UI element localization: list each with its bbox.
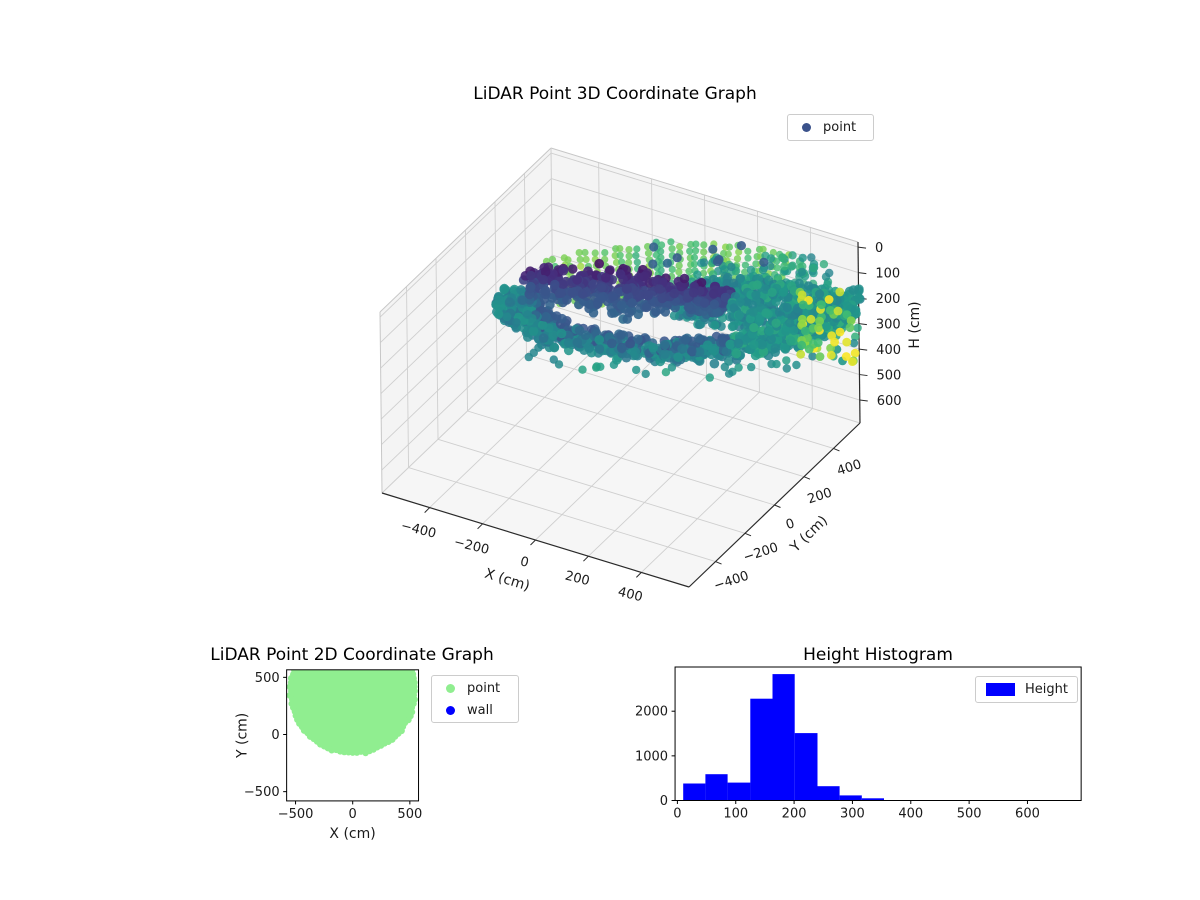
plot3d-zlabel: H (cm) (907, 301, 923, 348)
legend-2d: point wall (431, 675, 519, 723)
svg-text:200: 200 (806, 485, 834, 507)
svg-text:400: 400 (898, 807, 923, 822)
svg-text:500: 500 (876, 369, 901, 384)
svg-text:0: 0 (784, 516, 797, 533)
plot2d-ylabel: Y (cm) (235, 713, 251, 759)
plot3d-ylabel: Y (cm) (787, 513, 831, 557)
svg-text:600: 600 (1015, 807, 1040, 822)
plot2d-title: LiDAR Point 2D Coordinate Graph (210, 645, 494, 665)
legend-2d-item-point: point (440, 677, 510, 699)
wall-marker-icon (446, 705, 455, 715)
legend-2d-wall-label: wall (467, 702, 493, 718)
hist-bars (683, 674, 907, 801)
legend-3d-point-label: point (823, 120, 857, 135)
svg-text:0: 0 (349, 807, 357, 822)
svg-text:1000: 1000 (635, 749, 668, 764)
legend-3d-item-point: point (796, 117, 865, 139)
svg-text:2000: 2000 (635, 705, 668, 720)
svg-text:400: 400 (616, 585, 644, 606)
hist-title: Height Histogram (803, 645, 953, 665)
hist-axes (671, 666, 1082, 804)
svg-text:0: 0 (875, 241, 883, 256)
svg-text:400: 400 (876, 343, 901, 358)
svg-text:−500: −500 (278, 807, 314, 822)
svg-text:0: 0 (271, 728, 279, 743)
svg-text:−400: −400 (399, 519, 437, 542)
point2d-marker-icon (446, 683, 455, 693)
svg-text:600: 600 (877, 394, 902, 409)
svg-text:−500: −500 (244, 785, 280, 800)
svg-text:100: 100 (875, 267, 900, 282)
legend-hist-item-height: Height (984, 679, 1069, 701)
legend-hist-height-label: Height (1025, 682, 1068, 697)
svg-text:−200: −200 (452, 535, 490, 558)
plot2d-scatter (286, 669, 418, 757)
svg-text:200: 200 (876, 292, 901, 307)
svg-text:−200: −200 (742, 540, 781, 565)
point-marker-icon (802, 123, 811, 132)
svg-text:500: 500 (255, 671, 280, 686)
svg-text:−400: −400 (712, 569, 751, 594)
legend-2d-point-label: point (467, 680, 501, 696)
plot2d-xlabel: X (cm) (329, 826, 375, 842)
plot3d-scatter (491, 238, 865, 382)
hist-labels: 0 100 200 300 400 500 600 0 1000 2000 (635, 705, 1040, 822)
legend-2d-item-wall: wall (440, 699, 510, 721)
height-patch-icon (986, 683, 1015, 696)
svg-text:0: 0 (660, 794, 668, 809)
plot3d-axes (379, 147, 868, 588)
svg-text:0: 0 (519, 554, 531, 571)
svg-text:100: 100 (723, 807, 748, 822)
plot3d-title: LiDAR Point 3D Coordinate Graph (473, 84, 757, 104)
svg-text:0: 0 (673, 807, 681, 822)
plot2d-labels: −500 0 500 −500 0 500 X (cm) Y (cm) (235, 671, 423, 842)
svg-text:400: 400 (835, 457, 863, 479)
svg-text:500: 500 (397, 807, 422, 822)
svg-text:500: 500 (957, 807, 982, 822)
svg-text:200: 200 (563, 569, 591, 590)
svg-text:300: 300 (840, 807, 865, 822)
svg-text:300: 300 (876, 318, 901, 333)
legend-3d: point (787, 114, 874, 141)
svg-text:200: 200 (782, 807, 807, 822)
plot2d-axes (283, 669, 420, 805)
legend-hist: Height (975, 676, 1078, 703)
